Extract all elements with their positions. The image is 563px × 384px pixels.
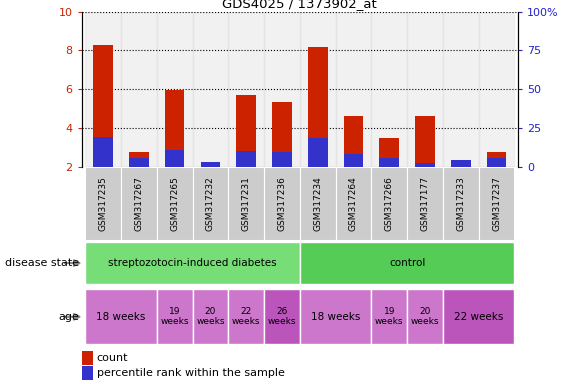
Bar	[479, 12, 515, 167]
Bar	[193, 289, 228, 344]
Text: 20
weeks: 20 weeks	[411, 308, 439, 326]
Bar	[486, 152, 506, 167]
Bar	[264, 12, 300, 167]
Text: GSM317237: GSM317237	[492, 176, 501, 231]
Bar	[300, 242, 515, 284]
Bar	[165, 149, 185, 167]
Bar	[336, 12, 372, 167]
Bar	[228, 12, 264, 167]
Bar	[129, 158, 149, 167]
Bar	[85, 289, 157, 344]
Bar	[451, 160, 471, 167]
Bar	[236, 95, 256, 167]
Text: GSM317235: GSM317235	[99, 176, 108, 231]
Bar	[379, 138, 399, 167]
Bar	[407, 12, 443, 167]
Text: disease state: disease state	[5, 258, 79, 268]
Bar	[157, 167, 193, 240]
Text: 26
weeks: 26 weeks	[267, 308, 296, 326]
Text: 19
weeks: 19 weeks	[160, 308, 189, 326]
Bar	[93, 45, 113, 167]
Text: GSM317265: GSM317265	[170, 176, 179, 231]
Bar	[165, 90, 185, 167]
Bar	[343, 116, 363, 167]
Bar	[129, 152, 149, 167]
Bar	[343, 154, 363, 167]
Bar	[272, 102, 292, 167]
Bar	[336, 167, 372, 240]
Text: count: count	[97, 353, 128, 363]
Text: 22 weeks: 22 weeks	[454, 312, 503, 322]
Text: GSM317233: GSM317233	[456, 176, 465, 231]
Text: control: control	[389, 258, 425, 268]
Bar	[93, 137, 113, 167]
Bar	[264, 167, 300, 240]
Bar	[372, 12, 407, 167]
Bar	[443, 289, 515, 344]
Bar	[308, 46, 328, 167]
Text: 18 weeks: 18 weeks	[311, 312, 360, 322]
Text: 20
weeks: 20 weeks	[196, 308, 225, 326]
Bar	[415, 116, 435, 167]
Bar	[85, 167, 121, 240]
Bar	[451, 160, 471, 167]
Text: percentile rank within the sample: percentile rank within the sample	[97, 368, 284, 378]
Bar	[228, 167, 264, 240]
Bar	[85, 242, 300, 284]
Bar	[443, 167, 479, 240]
Text: GSM317264: GSM317264	[349, 176, 358, 230]
Text: streptozotocin-induced diabetes: streptozotocin-induced diabetes	[108, 258, 277, 268]
Bar	[121, 12, 157, 167]
Bar	[85, 12, 121, 167]
Text: GSM317231: GSM317231	[242, 176, 251, 231]
Text: GSM317234: GSM317234	[313, 176, 322, 230]
Bar	[193, 12, 228, 167]
Bar	[300, 289, 372, 344]
Bar	[415, 163, 435, 167]
Bar	[193, 167, 228, 240]
Text: GSM317232: GSM317232	[206, 176, 215, 230]
Bar	[82, 351, 93, 365]
Bar	[228, 289, 264, 344]
Bar	[121, 167, 157, 240]
Text: 22
weeks: 22 weeks	[232, 308, 261, 326]
Title: GDS4025 / 1373902_at: GDS4025 / 1373902_at	[222, 0, 377, 10]
Bar	[264, 289, 300, 344]
Text: GSM317267: GSM317267	[135, 176, 144, 231]
Bar	[486, 158, 506, 167]
Text: GSM317236: GSM317236	[278, 176, 287, 231]
Bar	[372, 289, 407, 344]
Bar	[200, 162, 220, 167]
Bar	[236, 152, 256, 167]
Bar	[372, 167, 407, 240]
Text: 19
weeks: 19 weeks	[375, 308, 404, 326]
Text: GSM317177: GSM317177	[421, 176, 430, 231]
Bar	[200, 162, 220, 167]
Bar	[157, 12, 193, 167]
Text: age: age	[58, 312, 79, 322]
Bar	[300, 12, 336, 167]
Bar	[407, 289, 443, 344]
Bar	[407, 167, 443, 240]
Bar	[308, 138, 328, 167]
Bar	[300, 167, 336, 240]
Text: GSM317266: GSM317266	[385, 176, 394, 231]
Text: 18 weeks: 18 weeks	[96, 312, 146, 322]
Bar	[443, 12, 479, 167]
Bar	[479, 167, 515, 240]
Bar	[82, 366, 93, 380]
Bar	[379, 158, 399, 167]
Bar	[157, 289, 193, 344]
Bar	[272, 152, 292, 167]
